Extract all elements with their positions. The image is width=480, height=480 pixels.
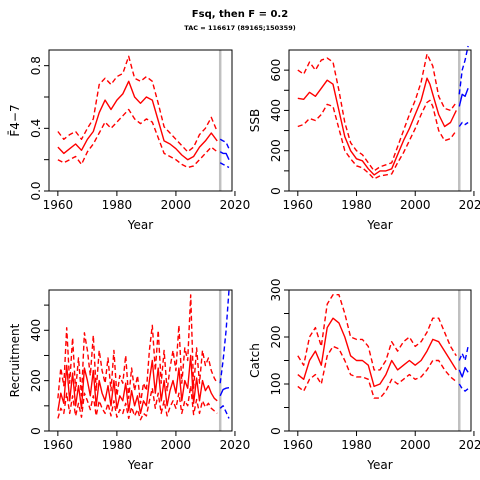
series-history-median — [57, 354, 218, 415]
y-tick-label: 400 — [269, 99, 283, 122]
series-history-lower — [57, 385, 218, 421]
series-history-median — [297, 317, 457, 388]
x-tick-label: 2000 — [400, 438, 431, 452]
series-history-median — [297, 77, 457, 176]
y-tick-label: 300 — [269, 279, 283, 302]
x-tick-label: 1980 — [341, 438, 372, 452]
series-projection-upper — [219, 289, 230, 384]
series-history-lower — [297, 99, 457, 180]
x-axis-label: Year — [127, 218, 153, 232]
x-tick-label: 1960 — [43, 438, 74, 452]
series-history-upper — [57, 55, 218, 153]
panel-recruitment: 1960 1980 2000 2020 Year 0 200 400 Recruitment — [8, 289, 251, 472]
y-tick-label: 200 — [269, 139, 283, 162]
y-axis-label: Catch — [248, 343, 262, 378]
y-tick-label: 0 — [269, 187, 283, 195]
y-tick-label: 0.4 — [29, 119, 43, 138]
x-tick-label: 1960 — [283, 198, 314, 212]
series-projection-upper — [219, 138, 230, 149]
y-axis-label: Recruitment — [8, 323, 22, 397]
series-projection-upper — [458, 45, 469, 95]
series-history-upper — [297, 294, 457, 371]
series-projection-lower — [458, 383, 469, 392]
y-tick-label: 100 — [269, 373, 283, 396]
series-projection-lower — [219, 162, 230, 169]
x-tick-label: 2000 — [161, 438, 192, 452]
series-history-lower — [297, 345, 457, 399]
x-tick-label: 2000 — [161, 198, 192, 212]
series-history-upper — [57, 294, 218, 404]
y-tick-label: 0.8 — [29, 56, 43, 75]
x-axis-label: Year — [366, 218, 392, 232]
y-tick-label: 600 — [269, 59, 283, 82]
x-tick-label: 2000 — [400, 198, 431, 212]
y-tick-label: 0 — [269, 427, 283, 435]
y-tick-label: 200 — [29, 369, 43, 392]
y-tick-label: 0.0 — [29, 181, 43, 200]
plot-frame — [288, 49, 472, 192]
x-axis-label: Year — [366, 458, 392, 472]
y-tick-label: 400 — [29, 319, 43, 342]
x-tick-label: 1980 — [341, 198, 372, 212]
plot-frame — [48, 289, 233, 432]
y-tick-label: 200 — [269, 326, 283, 349]
panel-ssb: 1960 1980 2000 2020 Year 0 200 400 600 SSB — [248, 45, 480, 232]
x-tick-label: 2020 — [459, 198, 480, 212]
series-projection-median — [219, 387, 230, 397]
panel-f: 1960 1980 2000 2020 Year 0.0 0.4 0.8 F̄4−7 — [8, 49, 251, 232]
y-axis-label: SSB — [248, 109, 262, 132]
x-tick-label: 1980 — [102, 438, 133, 452]
series-projection-median — [458, 366, 469, 378]
figure-title: Fsq, then F = 0.2 — [191, 9, 289, 20]
figure-subtitle: TAC = 116617 (89165;150359) — [184, 24, 296, 32]
series-projection-lower — [458, 121, 469, 127]
plot-frame — [288, 289, 472, 432]
series-history-median — [57, 80, 218, 161]
series-projection-median — [219, 151, 230, 160]
series-projection-median — [458, 88, 469, 107]
series-history-upper — [297, 53, 457, 172]
panel-catch: 1960 1980 2000 2020 Year 0 100 200 300 Catch — [248, 279, 480, 472]
series-history-lower — [57, 108, 218, 169]
plot-frame — [48, 49, 233, 192]
x-axis-label: Year — [127, 458, 153, 472]
x-tick-label: 2020 — [459, 438, 480, 452]
x-tick-label: 2020 — [220, 438, 251, 452]
series-projection-upper — [458, 346, 469, 362]
x-tick-label: 1960 — [43, 198, 74, 212]
x-tick-label: 1960 — [283, 438, 314, 452]
y-axis-label: F̄4−7 — [8, 104, 22, 136]
x-tick-label: 2020 — [220, 198, 251, 212]
series-projection-lower — [219, 405, 230, 419]
y-tick-label: 0 — [29, 427, 43, 435]
x-tick-label: 1980 — [102, 198, 133, 212]
